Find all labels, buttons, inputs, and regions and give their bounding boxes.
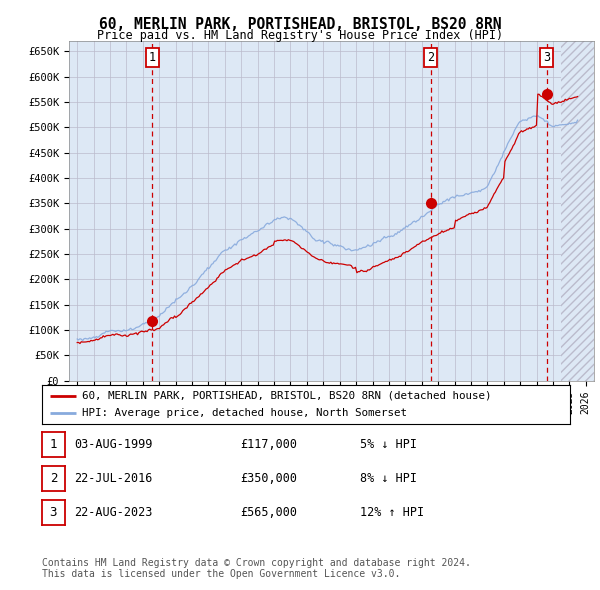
Text: £350,000: £350,000 [240,472,297,485]
Text: HPI: Average price, detached house, North Somerset: HPI: Average price, detached house, Nort… [82,408,407,418]
Text: £117,000: £117,000 [240,438,297,451]
Text: 1: 1 [149,51,156,64]
Text: 03-AUG-1999: 03-AUG-1999 [74,438,152,451]
Text: 22-AUG-2023: 22-AUG-2023 [74,506,152,519]
Text: 1: 1 [50,438,57,451]
Text: 2: 2 [427,51,434,64]
Text: £565,000: £565,000 [240,506,297,519]
Text: 22-JUL-2016: 22-JUL-2016 [74,472,152,485]
Text: 12% ↑ HPI: 12% ↑ HPI [360,506,424,519]
Text: 3: 3 [544,51,550,64]
Text: Price paid vs. HM Land Registry's House Price Index (HPI): Price paid vs. HM Land Registry's House … [97,30,503,42]
Bar [561,41,594,381]
Text: 60, MERLIN PARK, PORTISHEAD, BRISTOL, BS20 8RN (detached house): 60, MERLIN PARK, PORTISHEAD, BRISTOL, BS… [82,391,491,401]
Text: 60, MERLIN PARK, PORTISHEAD, BRISTOL, BS20 8RN: 60, MERLIN PARK, PORTISHEAD, BRISTOL, BS… [99,17,501,31]
Text: 5% ↓ HPI: 5% ↓ HPI [360,438,417,451]
Text: 8% ↓ HPI: 8% ↓ HPI [360,472,417,485]
Text: 2: 2 [50,472,57,485]
Text: 3: 3 [50,506,57,519]
Text: Contains HM Land Registry data © Crown copyright and database right 2024.
This d: Contains HM Land Registry data © Crown c… [42,558,471,579]
